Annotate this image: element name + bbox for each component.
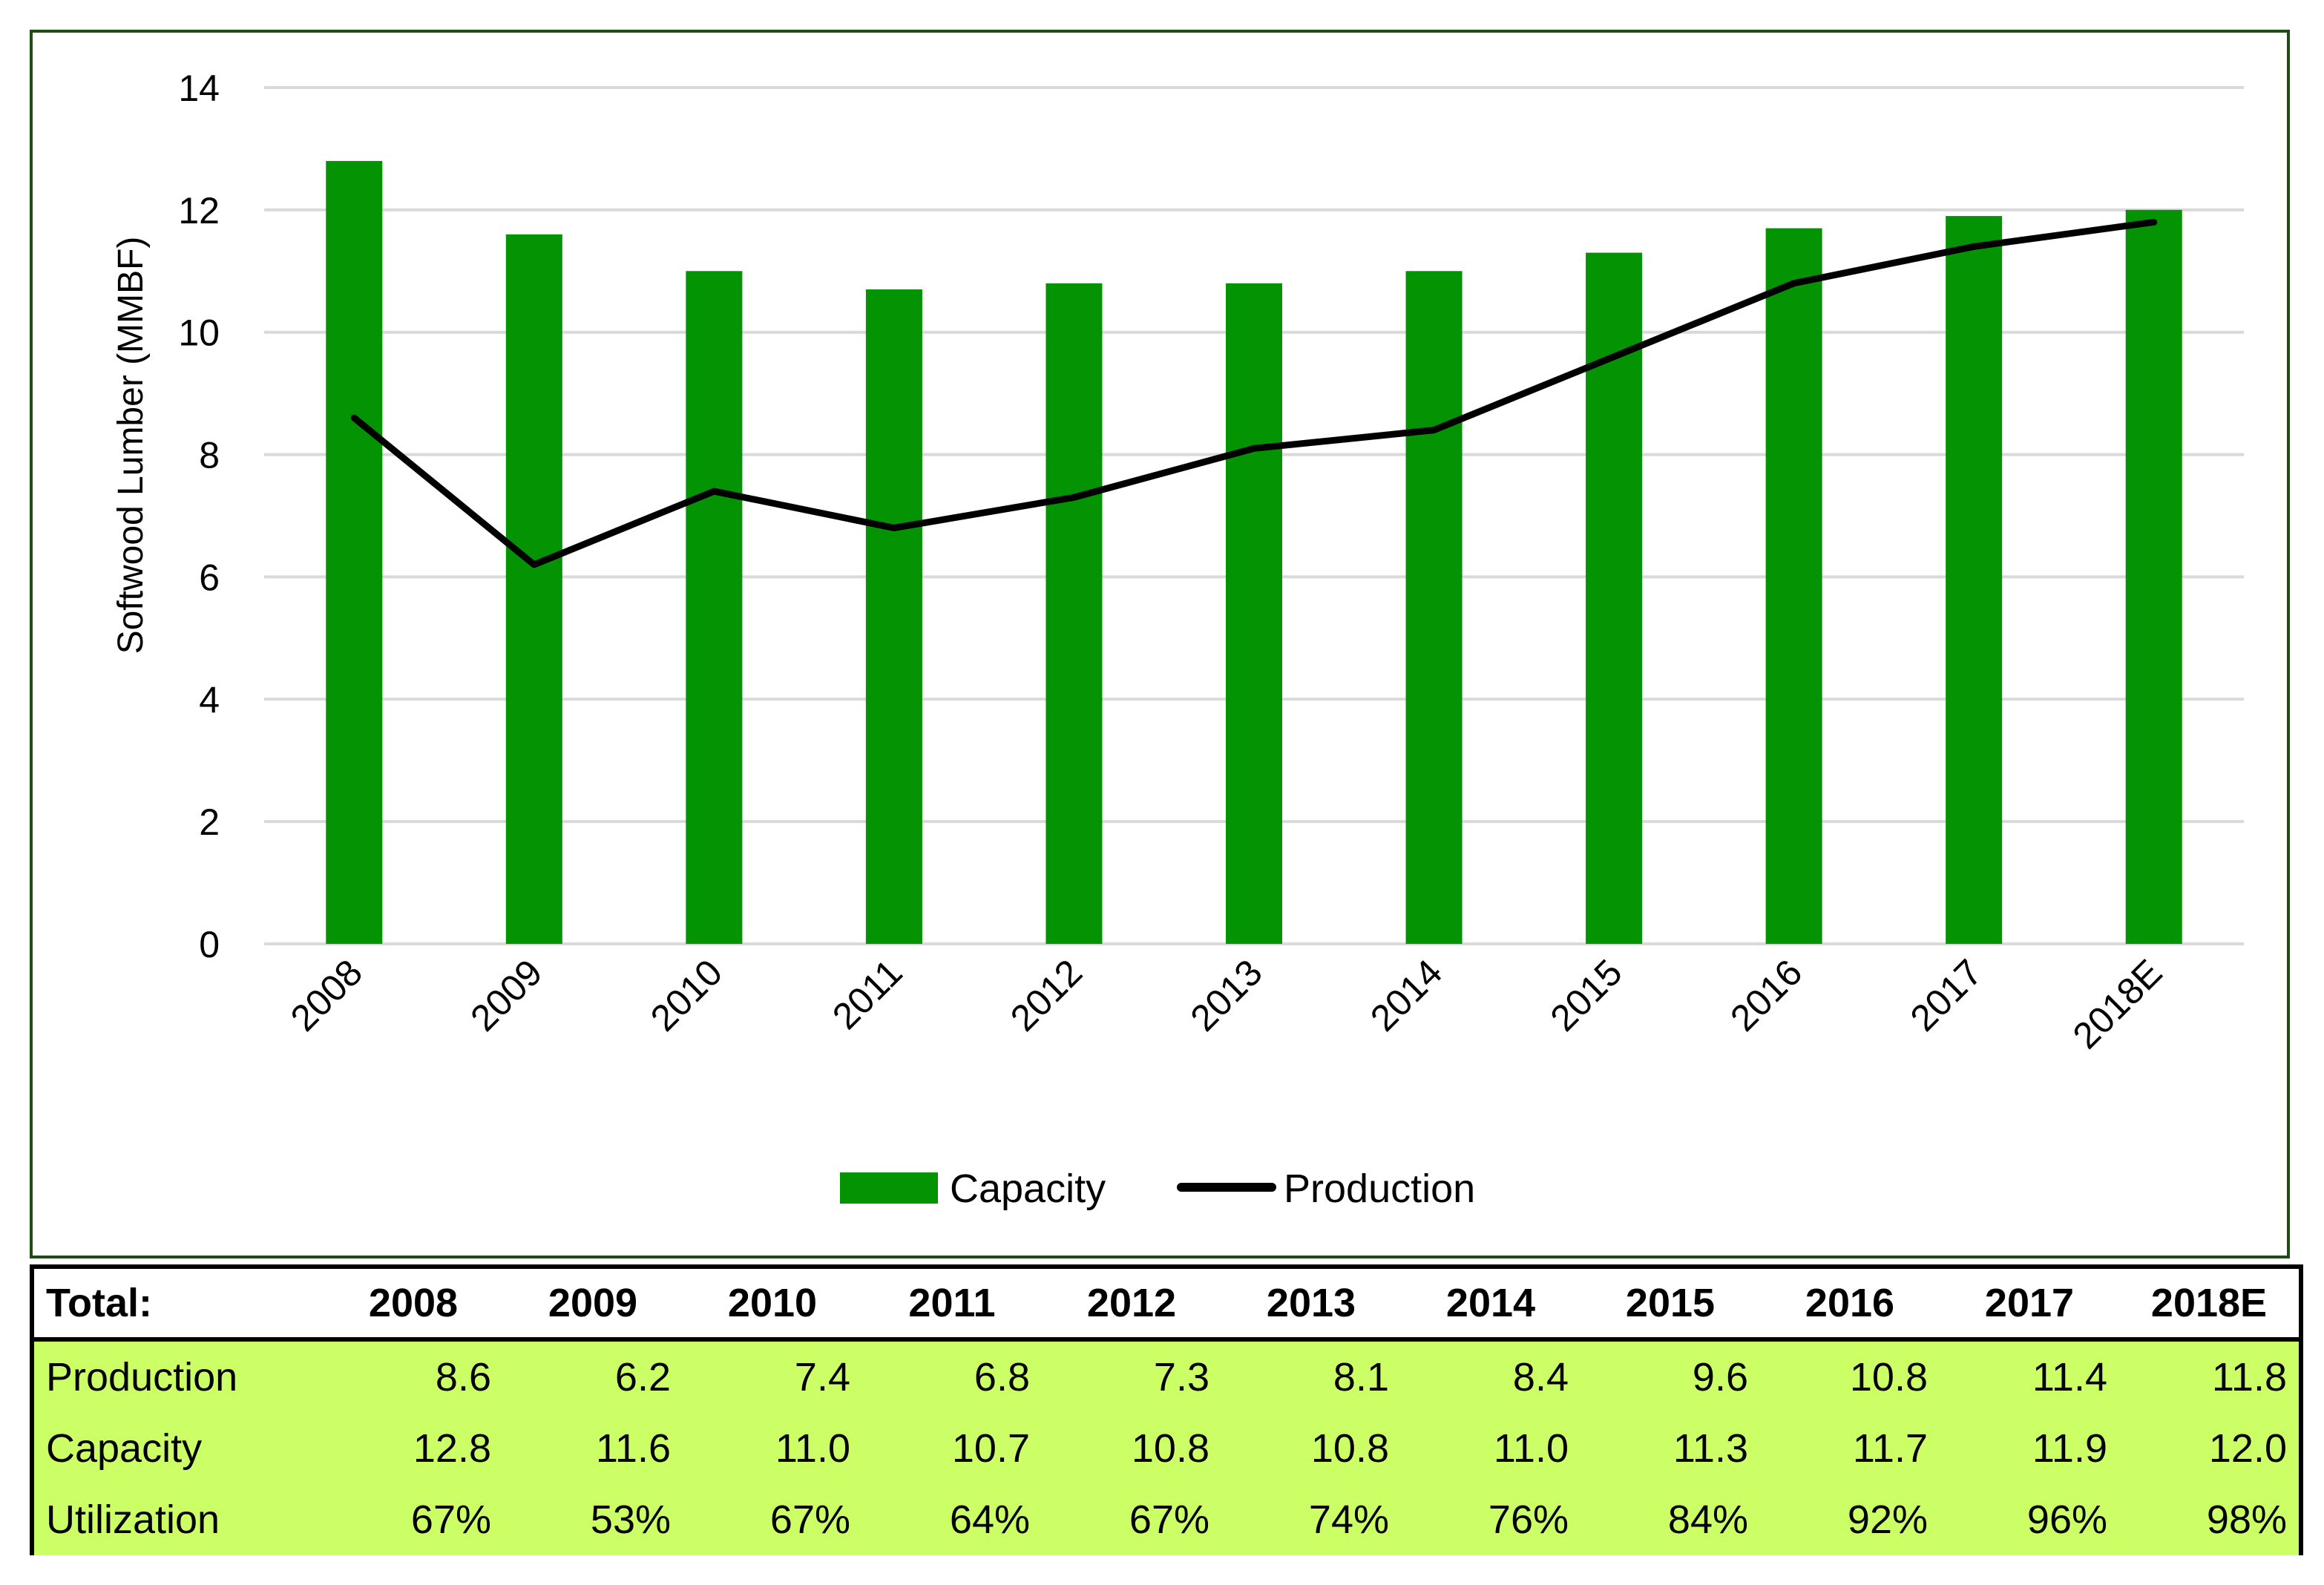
legend-label-production: Production — [1284, 1166, 1475, 1211]
table-column-header: 2015 — [1580, 1269, 1760, 1342]
capacity-bar — [1405, 271, 1463, 944]
table-row: Capacity 12.8 11.6 11.0 10.7 10.8 10.8 11.0 11.3… — [34, 1413, 2299, 1484]
table-cell: 10.8 — [1760, 1339, 1940, 1413]
table-column-header: 2013 — [1221, 1269, 1401, 1342]
capacity-bar — [1046, 283, 1103, 944]
table-cell: 10.7 — [862, 1413, 1042, 1484]
table-cell: 84% — [1580, 1484, 1760, 1555]
x-tick-label: 2012 — [1002, 951, 1090, 1039]
legend-label-capacity: Capacity — [950, 1166, 1106, 1211]
table-cell: 96% — [1940, 1484, 2119, 1555]
data-table: Total: 2008 2009 2010 2011 2012 2013 2014 2015 2… — [30, 1264, 2303, 1555]
table-column-header: 2016 — [1760, 1269, 1940, 1342]
y-tick-label: 8 — [199, 435, 220, 476]
table-cell: 9.6 — [1580, 1339, 1760, 1413]
capacity-bar — [686, 271, 743, 944]
table-cell: 11.8 — [2119, 1339, 2299, 1413]
table-cell: 11.7 — [1760, 1413, 1940, 1484]
table-cell: 11.0 — [683, 1413, 862, 1484]
x-tick-label: 2017 — [1903, 951, 1990, 1039]
table-column-header: 2017 — [1940, 1269, 2119, 1342]
y-tick-label: 2 — [199, 801, 220, 843]
table-cell: 8.6 — [324, 1339, 503, 1413]
y-tick-label: 0 — [199, 924, 220, 965]
y-tick-label: 4 — [199, 679, 220, 721]
table-cell: 6.2 — [503, 1339, 683, 1413]
table-cell: 8.1 — [1221, 1339, 1401, 1413]
legend: Capacity Production — [840, 1166, 1475, 1211]
table-column-header: 2012 — [1042, 1269, 1221, 1342]
table-cell: 11.6 — [503, 1413, 683, 1484]
table-row-label: Production — [34, 1339, 324, 1413]
y-axis-title: Softwood Lumber (MMBF) — [111, 237, 151, 654]
x-tick-label: 2018E — [2065, 951, 2170, 1057]
y-tick-label: 14 — [178, 68, 220, 109]
capacity-bar — [1226, 283, 1282, 944]
table-cell: 7.4 — [683, 1339, 862, 1413]
table-cell: 98% — [2119, 1484, 2299, 1555]
table-cell: 76% — [1401, 1484, 1580, 1555]
y-tick-label: 6 — [199, 557, 220, 598]
table-cell: 10.8 — [1221, 1413, 1401, 1484]
x-tick-label: 2008 — [283, 951, 370, 1039]
table-cell: 10.8 — [1042, 1413, 1221, 1484]
table-cell: 12.8 — [324, 1413, 503, 1484]
table-cell: 11.0 — [1401, 1413, 1580, 1484]
table-row: Utilization 67% 53% 67% 64% 67% 74% 76% 84% 92% 96… — [34, 1484, 2299, 1555]
table-cell: 12.0 — [2119, 1413, 2299, 1484]
table-cell: 74% — [1221, 1484, 1401, 1555]
table-header-label: Total: — [34, 1269, 324, 1342]
table-row: Production 8.6 6.2 7.4 6.8 7.3 8.1 8.4 9.6 10.8 11… — [34, 1339, 2299, 1413]
x-tick-label: 2011 — [824, 951, 910, 1037]
capacity-bar — [2125, 209, 2182, 944]
table-column-header: 2010 — [683, 1269, 862, 1342]
table-row-label: Capacity — [34, 1413, 324, 1484]
table-cell: 92% — [1760, 1484, 1940, 1555]
legend-swatch-capacity — [840, 1172, 938, 1204]
production-line — [350, 218, 2158, 568]
x-tick-label: 2013 — [1183, 951, 1270, 1039]
capacity-bar — [505, 234, 562, 944]
capacity-bar — [1765, 228, 1822, 945]
table-cell: 11.4 — [1940, 1339, 2119, 1413]
table-cell: 53% — [503, 1484, 683, 1555]
table-cell: 11.9 — [1940, 1413, 2119, 1484]
capacity-bars — [326, 160, 2182, 945]
table-cell: 67% — [324, 1484, 503, 1555]
x-tick-label: 2015 — [1543, 951, 1630, 1039]
table-cell: 67% — [1042, 1484, 1221, 1555]
capacity-bar — [326, 160, 383, 944]
table-cell: 67% — [683, 1484, 862, 1555]
table-column-header: 2009 — [503, 1269, 683, 1342]
table-cell: 7.3 — [1042, 1339, 1221, 1413]
x-tick-label: 2009 — [462, 951, 550, 1039]
chart-frame — [30, 30, 2290, 1259]
table-column-header: 2014 — [1401, 1269, 1580, 1342]
x-tick-label: 2010 — [643, 951, 730, 1039]
table-cell: 8.4 — [1401, 1339, 1580, 1413]
capacity-bar — [865, 289, 922, 944]
table-header-row: Total: 2008 2009 2010 2011 2012 2013 2014 2015 2… — [34, 1269, 2299, 1342]
x-tick-label: 2014 — [1362, 951, 1450, 1039]
table-column-header: 2008 — [324, 1269, 503, 1342]
y-axis-ticks: 0 2 4 6 8 10 12 14 — [178, 68, 220, 965]
x-axis-ticks: 2008 2009 2010 2011 2012 2013 2014 2015 2016 2017… — [283, 951, 2170, 1057]
table-body: Production 8.6 6.2 7.4 6.8 7.3 8.1 8.4 9.6 10.8 11… — [34, 1339, 2299, 1555]
y-tick-label: 12 — [178, 190, 220, 232]
table-column-header: 2011 — [862, 1269, 1042, 1342]
table-cell: 6.8 — [862, 1339, 1042, 1413]
y-tick-label: 10 — [178, 312, 220, 354]
table-column-header: 2018E — [2119, 1269, 2299, 1342]
table-row-label: Utilization — [34, 1484, 324, 1555]
table-cell: 11.3 — [1580, 1413, 1760, 1484]
capacity-bar — [1946, 216, 2003, 945]
table-cell: 64% — [862, 1484, 1042, 1555]
x-tick-label: 2016 — [1722, 951, 1810, 1039]
